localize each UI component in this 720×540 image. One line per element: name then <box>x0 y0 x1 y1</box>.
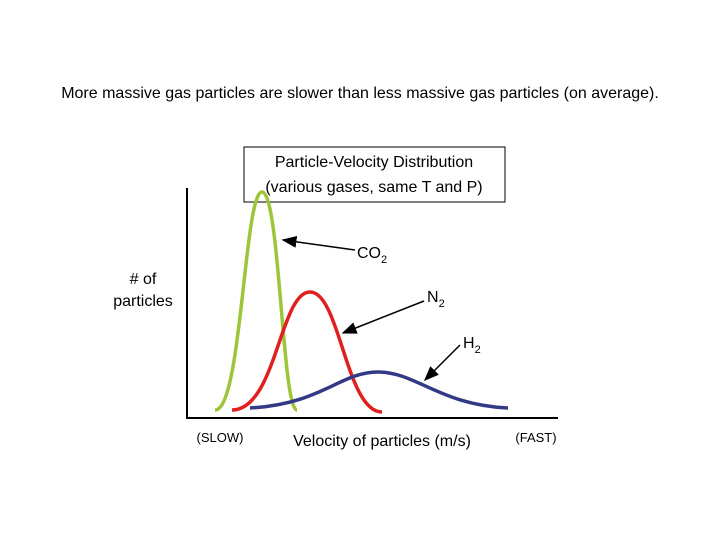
n2-curve <box>231 290 383 414</box>
co2-symbol: CO <box>357 245 381 262</box>
x-label-left: (SLOW) <box>197 430 244 445</box>
co2-subscript: 2 <box>381 254 387 266</box>
title-box <box>243 146 506 203</box>
h2-label: H2 <box>463 335 481 356</box>
x-label-center: Velocity of particles (m/s) <box>293 433 471 450</box>
n2-symbol: N <box>427 289 439 306</box>
co2-curve <box>214 190 299 412</box>
box-line-2: (various gases, same T and P) <box>265 179 482 196</box>
n2-arrow <box>341 300 425 334</box>
n2-label: N2 <box>427 289 445 310</box>
h2-subscript: 2 <box>475 344 481 356</box>
co2-arrow <box>281 235 356 251</box>
h2-curve <box>249 370 509 410</box>
h2-symbol: H <box>463 335 475 352</box>
n2-subscript: 2 <box>439 298 445 310</box>
y-label-2: particles <box>113 293 173 310</box>
box-line-1: Particle-Velocity Distribution <box>275 154 473 171</box>
y-label-1: # of <box>130 271 157 288</box>
x-label-right: (FAST) <box>515 430 556 445</box>
co2-label: CO2 <box>357 245 387 266</box>
heading: More massive gas particles are slower th… <box>61 85 659 102</box>
h2-arrow <box>423 344 461 382</box>
